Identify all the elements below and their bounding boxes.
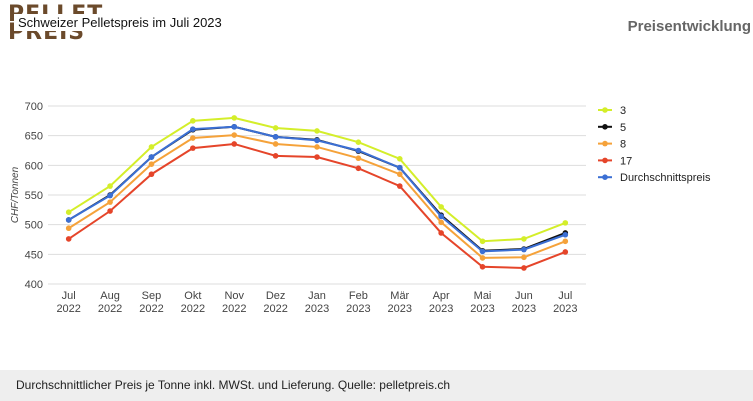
point	[272, 125, 279, 131]
point	[562, 220, 569, 226]
y-tick-label: 550	[25, 190, 43, 202]
point	[355, 139, 362, 145]
x-tick-label: Dez 2022	[263, 290, 287, 315]
legend-dot	[602, 107, 608, 113]
point	[148, 154, 155, 160]
x-tick-label: Mär 2023	[388, 290, 412, 315]
x-tick-label: Sep 2022	[139, 290, 163, 315]
chart: CHF/Tonnen 400 450 500 550 600 650 700 Jul 2022 A…	[10, 101, 711, 315]
point	[65, 236, 72, 242]
point	[107, 199, 113, 205]
point	[521, 254, 527, 261]
point	[438, 230, 444, 236]
point	[65, 209, 72, 216]
caption: Schweizer Pelletspreis im Juli 2023	[14, 14, 226, 31]
point	[314, 144, 320, 150]
y-tick-label: 600	[25, 160, 43, 172]
footer: Durchschnittlicher Preis je Tonne inkl. …	[0, 370, 753, 401]
point	[562, 238, 569, 245]
point	[190, 135, 196, 141]
point	[479, 263, 486, 270]
section-title: Preisentwicklung	[627, 18, 751, 35]
point	[231, 123, 238, 130]
x-tick-label: Mai 2023	[470, 290, 494, 315]
x-tick-label: Feb 2023	[346, 290, 370, 315]
point	[314, 128, 320, 134]
point	[272, 134, 279, 140]
x-tick-label: Okt 2022	[181, 290, 205, 315]
point	[148, 144, 155, 150]
point	[521, 246, 527, 253]
legend-dot	[602, 140, 608, 147]
series-line	[68, 116, 566, 243]
point	[562, 231, 569, 238]
legend-dot	[602, 124, 608, 130]
point	[272, 141, 279, 147]
x-tick-label: Jan 2023	[305, 290, 329, 315]
point	[396, 171, 403, 178]
point	[396, 183, 403, 189]
point	[190, 145, 196, 151]
point	[396, 164, 403, 171]
x-tick-label: Apr 2023	[429, 290, 453, 315]
point	[107, 192, 113, 199]
point	[65, 217, 72, 223]
x-tick-label: Jul 2022	[56, 290, 80, 315]
point	[107, 183, 113, 189]
point	[562, 249, 569, 255]
point	[521, 236, 527, 242]
series-line	[68, 142, 566, 269]
x-tick-label: Jul 2023	[553, 290, 577, 315]
point	[107, 208, 113, 214]
legend-label: Durchschnittspreis	[620, 172, 711, 184]
x-tick-label: Jun 2023	[512, 290, 536, 315]
x-tick-label: Nov 2022	[222, 290, 246, 315]
point	[438, 204, 444, 210]
y-tick-label: 450	[25, 249, 43, 261]
point	[148, 161, 155, 167]
point	[355, 155, 362, 162]
point	[479, 255, 486, 261]
legend-dot	[602, 174, 608, 180]
y-axis-label: CHF/Tonnen	[10, 166, 21, 223]
legend-label: 3	[620, 105, 626, 117]
point	[396, 156, 403, 162]
x-tick-label: Aug 2022	[98, 290, 122, 315]
point	[148, 171, 155, 178]
point	[355, 165, 362, 172]
point	[231, 141, 238, 147]
point	[479, 248, 486, 255]
y-tick-label: 650	[25, 131, 43, 143]
y-tick-label: 700	[25, 101, 43, 113]
point	[231, 115, 238, 121]
legend-label: 8	[620, 139, 626, 151]
point	[190, 118, 196, 124]
y-tick-label: 400	[25, 279, 43, 291]
legend-label: 17	[620, 155, 632, 167]
point	[355, 147, 362, 154]
point	[314, 154, 320, 160]
point	[65, 225, 72, 232]
point	[479, 238, 486, 245]
point	[521, 265, 527, 271]
y-tick-label: 500	[25, 220, 43, 232]
point	[314, 137, 320, 144]
point	[231, 132, 238, 138]
point	[438, 213, 444, 220]
legend-dot	[602, 157, 608, 164]
legend-label: 5	[620, 122, 626, 134]
point	[272, 153, 279, 159]
point	[438, 219, 444, 226]
point	[190, 126, 196, 132]
